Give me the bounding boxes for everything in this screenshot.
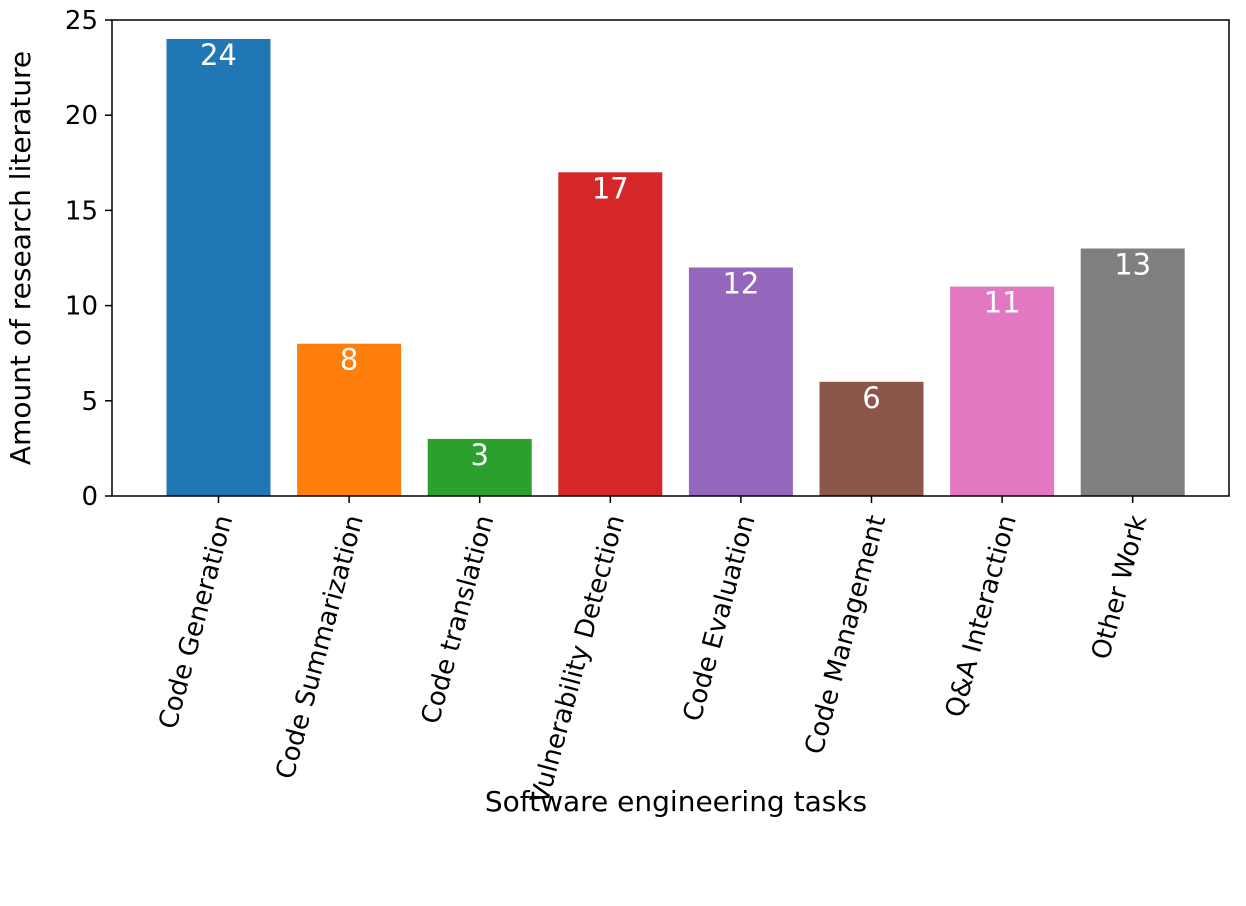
x-axis-label: Software engineering tasks xyxy=(485,785,867,818)
bar-code-summarization xyxy=(297,343,402,496)
y-tick-label: 15 xyxy=(65,196,98,226)
axes xyxy=(111,19,1230,497)
y-axis-ticks: 0 5 10 15 20 25 xyxy=(65,6,112,512)
bar-value-label: 12 xyxy=(722,267,759,301)
bar-value-label: 8 xyxy=(340,343,358,377)
x-tick-label-code-translation: Code translation xyxy=(416,512,501,727)
bar-code-generation xyxy=(166,39,271,496)
bar-value-label: 24 xyxy=(200,38,237,72)
bar-other-work xyxy=(1080,248,1185,496)
y-tick-label: 10 xyxy=(65,292,98,322)
y-axis-label: Amount of research literature xyxy=(4,51,37,465)
bar-value-label: 11 xyxy=(984,286,1021,320)
bars-layer xyxy=(166,39,1185,497)
bar-value-label: 13 xyxy=(1114,248,1151,282)
x-tick-label-code-summarization: Code Summarization xyxy=(271,512,370,782)
y-tick-label: 25 xyxy=(65,6,98,36)
bar-code-management xyxy=(819,381,924,496)
bar-value-label: 3 xyxy=(470,438,488,472)
x-axis-ticks: Code Generation Code Summarization Code tr… xyxy=(153,496,1153,807)
x-tick-label-code-generation: Code Generation xyxy=(153,512,239,732)
bar-code-evaluation xyxy=(688,267,793,496)
bar-qanda-interaction xyxy=(950,286,1055,496)
bar-vulnerability-detection xyxy=(558,172,663,497)
y-tick-label: 20 xyxy=(65,101,98,131)
x-tick-label-code-management: Code Management xyxy=(800,512,893,757)
bar-value-labels: 24 8 3 17 12 6 11 13 xyxy=(200,38,1151,472)
y-tick-label: 0 xyxy=(81,482,98,512)
x-tick-label-code-evaluation: Code Evaluation xyxy=(678,512,762,725)
bar-code-translation xyxy=(427,438,532,496)
x-tick-label-other-work: Other Work xyxy=(1086,512,1153,663)
plot-frame xyxy=(111,19,1230,497)
y-tick-label: 5 xyxy=(81,387,98,417)
x-tick-label-qanda-interaction: Q&A Interaction xyxy=(940,512,1023,721)
x-tick-label-vulnerability-detection: Vulnerability Detection xyxy=(525,512,631,807)
bar-value-label: 17 xyxy=(592,171,629,205)
bar-value-label: 6 xyxy=(862,381,880,415)
